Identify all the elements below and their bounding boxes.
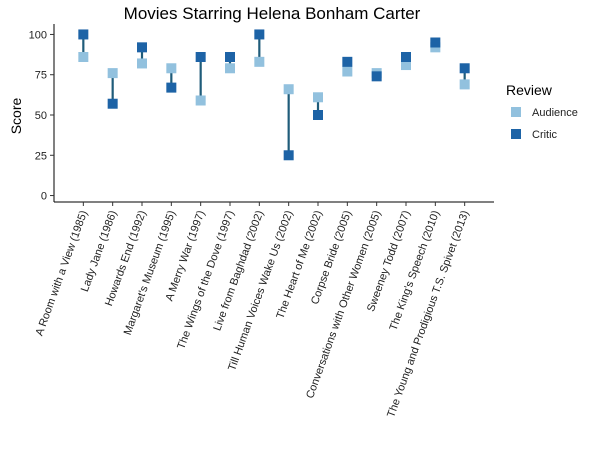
critic-point bbox=[254, 29, 265, 40]
audience-point bbox=[78, 52, 89, 62]
audience-point bbox=[283, 84, 294, 95]
audience-point bbox=[166, 63, 177, 74]
legend-label-critic: Critic bbox=[532, 129, 558, 141]
critic-point bbox=[371, 71, 382, 82]
x-tick-label: A Room with a View (1985) bbox=[34, 209, 91, 338]
audience-point bbox=[342, 66, 353, 77]
audience-point bbox=[107, 68, 118, 79]
critic-point bbox=[401, 52, 411, 62]
critic-point bbox=[78, 29, 89, 40]
audience-point bbox=[313, 92, 323, 103]
critic-point bbox=[459, 63, 470, 74]
legend-key-audience bbox=[511, 107, 521, 117]
data-marks bbox=[78, 29, 470, 161]
legend-label-audience: Audience bbox=[532, 107, 578, 119]
critic-point bbox=[313, 110, 323, 120]
y-tick-label: 0 bbox=[41, 191, 47, 203]
audience-point bbox=[225, 63, 235, 74]
legend-key-critic bbox=[511, 129, 521, 139]
audience-point bbox=[254, 56, 265, 67]
critic-point bbox=[430, 37, 441, 48]
audience-point bbox=[137, 58, 147, 69]
chart-title: Movies Starring Helena Bonham Carter bbox=[124, 4, 421, 23]
audience-point bbox=[459, 79, 470, 90]
y-tick-label: 50 bbox=[35, 110, 47, 122]
x-tick-label: The Wings of the Dove (1997) bbox=[175, 209, 236, 351]
critic-point bbox=[283, 150, 294, 161]
critic-point bbox=[342, 56, 353, 67]
critic-point bbox=[195, 52, 206, 62]
critic-point bbox=[225, 52, 235, 62]
critic-point bbox=[166, 82, 177, 93]
y-tick-label: 75 bbox=[35, 70, 47, 82]
y-tick-label: 25 bbox=[35, 150, 47, 162]
critic-point bbox=[137, 42, 147, 53]
y-axis-label: Score bbox=[8, 98, 24, 135]
audience-point bbox=[195, 95, 206, 106]
critic-point bbox=[107, 98, 118, 109]
legend: Review Audience Critic bbox=[506, 82, 578, 141]
legend-title: Review bbox=[506, 82, 553, 98]
audience-point bbox=[401, 60, 411, 71]
y-tick-label: 100 bbox=[29, 29, 47, 41]
